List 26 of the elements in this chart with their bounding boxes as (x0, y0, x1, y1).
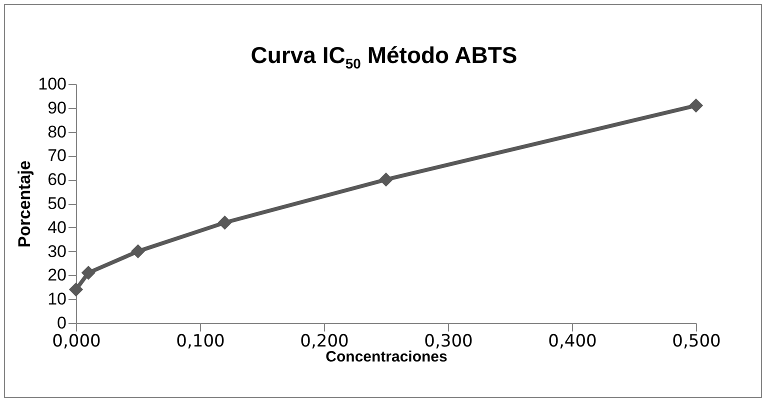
x-tick-label: 0,400 (548, 332, 597, 352)
y-tick-label: 0 (57, 314, 66, 332)
y-axis-title: Porcentaje (15, 160, 34, 248)
y-tick-label: 20 (48, 266, 66, 285)
chart-title: Curva IC$_{50}$ Método ABTS (250, 42, 518, 72)
x-axis-title: Concentraciones (326, 348, 448, 366)
y-tick-label: 50 (48, 194, 66, 213)
y-tick-label: 40 (48, 218, 66, 237)
y-tick-label: 70 (48, 146, 66, 166)
y-tick-label: 10 (48, 290, 66, 309)
y-tick-label: 80 (48, 122, 66, 142)
point (218, 216, 232, 230)
x-tick-label: 0,300 (424, 332, 473, 352)
y-tick-label: 60 (48, 170, 66, 190)
point (130, 244, 146, 258)
y-tick-label: 100 (38, 74, 66, 94)
point (378, 172, 394, 187)
point (68, 282, 84, 297)
point (81, 266, 96, 280)
x-tick-label: 0,000 (52, 332, 101, 352)
x-tick-label: 0,200 (300, 332, 349, 352)
y-tick-label: 90 (48, 98, 66, 118)
x-tick-label: 0,100 (176, 332, 225, 352)
y-tick-label: 30 (48, 242, 66, 261)
point (688, 98, 704, 113)
x-tick-label: 0,500 (672, 332, 721, 352)
